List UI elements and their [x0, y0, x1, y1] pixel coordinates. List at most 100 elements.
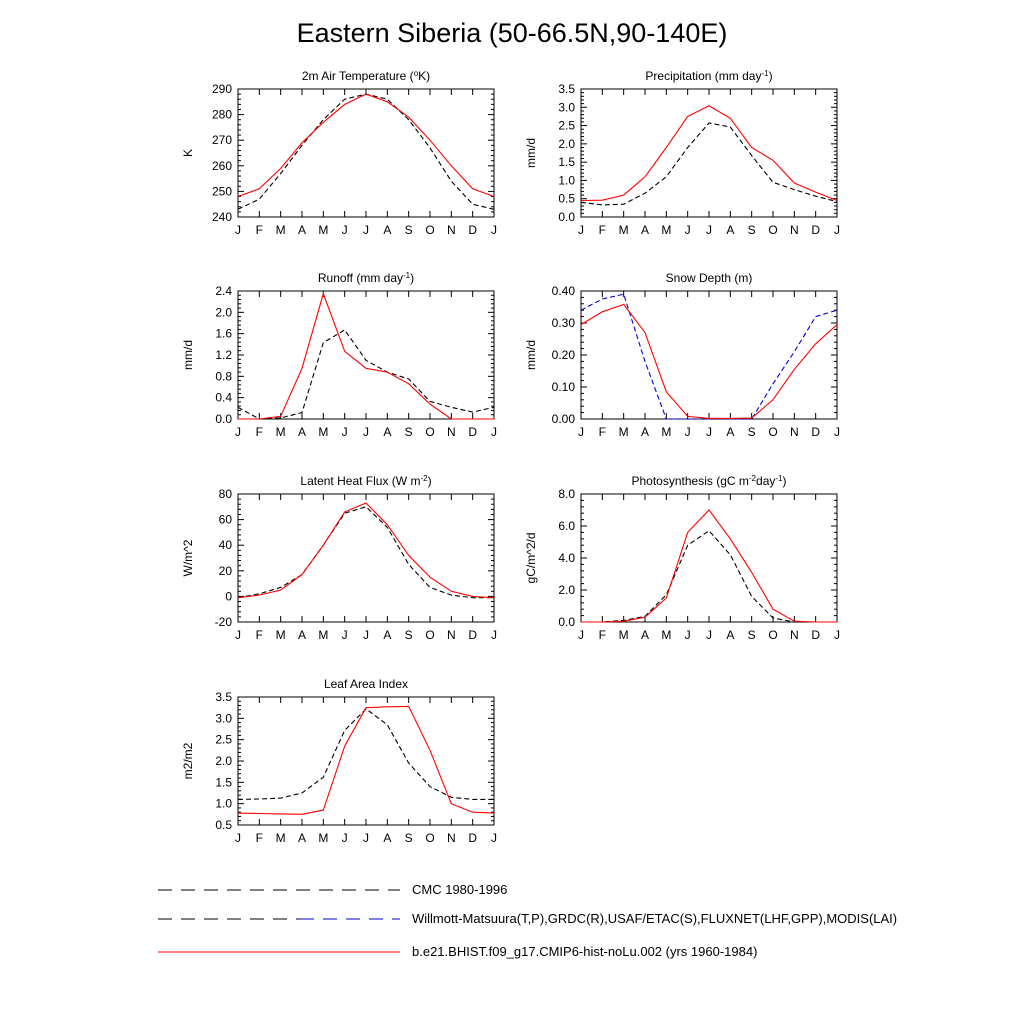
x-tick-label: J: [685, 628, 691, 642]
x-tick-label: M: [276, 628, 286, 642]
y-tick-label: 270: [212, 133, 232, 147]
x-tick-label: J: [491, 831, 497, 845]
series-line-0: [237, 502, 495, 599]
y-tick-label: 2.0: [558, 583, 575, 597]
y-tick-label: 2.5: [215, 733, 232, 747]
y-tick-label: 3.0: [558, 100, 575, 114]
y-tick-label: 0: [225, 589, 232, 603]
x-tick-label: N: [790, 425, 799, 439]
legend-row-cmc: CMC 1980-1996: [0, 880, 1024, 900]
x-tick-label: J: [685, 425, 691, 439]
x-tick-label: O: [425, 223, 434, 237]
x-tick-label: J: [834, 628, 840, 642]
y-tick-label: 0.4: [215, 391, 232, 405]
y-tick-label: 2.0: [558, 137, 575, 151]
x-tick-label: A: [298, 425, 306, 439]
x-tick-label: A: [726, 628, 734, 642]
x-tick-label: M: [318, 425, 328, 439]
legend-line-obs: [158, 918, 400, 920]
plot-frame: [580, 493, 838, 623]
plot-frame: [237, 493, 495, 623]
y-tick-label: 3.5: [215, 690, 232, 704]
chart-title: Latent Heat Flux (W m-2): [300, 474, 431, 489]
y-tick-label: 0.0: [215, 412, 232, 426]
legend-label-model: b.e21.BHIST.f09_g17.CMIP6-hist-noLu.002 …: [412, 944, 758, 959]
x-tick-label: J: [342, 425, 348, 439]
chart-title-part: day: [756, 474, 775, 488]
x-tick-label: D: [468, 425, 477, 439]
x-tick-label: M: [619, 425, 629, 439]
x-tick-label: O: [425, 831, 434, 845]
y-tick-label: 0.0: [558, 210, 575, 224]
x-tick-label: N: [790, 223, 799, 237]
chart-title-part: Precipitation (mm day: [645, 69, 761, 83]
legend-row-model: b.e21.BHIST.f09_g17.CMIP6-hist-noLu.002 …: [0, 942, 1024, 962]
chart-title-part: ): [783, 474, 787, 488]
chart-panel-1: J F M A M J J A S O N D J0.00.51.01.52.02.53.03.5Pre…: [524, 69, 840, 238]
x-tick-label: N: [447, 223, 456, 237]
x-tick-label: J: [235, 628, 241, 642]
y-tick-label: 1.0: [558, 173, 575, 187]
series-line-1: [581, 530, 837, 623]
y-tick-label: 290: [212, 82, 232, 96]
chart-title-part: 2m Air Temperature (: [302, 69, 414, 83]
y-tick-label: -20: [215, 615, 233, 629]
y-tick-label: 1.0: [215, 797, 232, 811]
y-tick-label: 280: [212, 108, 232, 122]
y-tick-label: 1.5: [215, 775, 232, 789]
x-tick-label: N: [447, 425, 456, 439]
x-tick-label: A: [641, 628, 649, 642]
series-line-1: [580, 293, 838, 420]
series-line-1: [237, 708, 494, 800]
x-tick-label: D: [811, 223, 820, 237]
x-tick-label: A: [383, 831, 391, 845]
series-line-0: [237, 93, 495, 198]
x-tick-label: A: [726, 425, 734, 439]
y-tick-label: 0.40: [552, 284, 576, 298]
x-tick-label: J: [235, 831, 241, 845]
y-axis-label: K: [181, 149, 195, 157]
x-tick-label: S: [748, 628, 756, 642]
series-line-1: [237, 506, 494, 599]
x-tick-label: J: [363, 831, 369, 845]
x-tick-label: M: [276, 223, 286, 237]
legend-label-cmc: CMC 1980-1996: [412, 882, 508, 897]
x-tick-label: S: [405, 628, 413, 642]
x-tick-label: A: [298, 223, 306, 237]
chart-title-sup: -1: [775, 474, 783, 483]
series-line-0: [237, 705, 495, 815]
y-axis-label: m2/m2: [181, 742, 195, 779]
y-tick-label: 0.10: [552, 380, 576, 394]
x-tick-label: M: [276, 831, 286, 845]
y-tick-label: 6.0: [558, 519, 575, 533]
chart-title-sup: o: [414, 69, 419, 78]
x-tick-label: O: [768, 628, 777, 642]
y-tick-label: 20: [219, 564, 233, 578]
x-tick-label: S: [405, 425, 413, 439]
x-tick-label: S: [748, 425, 756, 439]
y-tick-label: 1.5: [558, 155, 575, 169]
y-tick-label: 0.8: [215, 369, 232, 383]
legend-label-obs: Willmott-Matsuura(T,P),GRDC(R),USAF/ETAC…: [412, 911, 898, 926]
x-tick-label: D: [468, 628, 477, 642]
x-tick-label: D: [468, 223, 477, 237]
chart-title-part: Latent Heat Flux (W m: [300, 474, 420, 488]
y-tick-label: 40: [219, 538, 233, 552]
y-axis-label: W/m^2: [181, 539, 195, 576]
x-tick-label: F: [256, 425, 263, 439]
chart-title: Runoff (mm day-1): [318, 271, 414, 286]
y-tick-label: 0.5: [215, 818, 232, 832]
y-tick-label: 2.5: [558, 119, 575, 133]
y-tick-label: 2.4: [215, 284, 232, 298]
y-tick-label: 0.20: [552, 348, 576, 362]
x-tick-label: M: [661, 425, 671, 439]
chart-title: Photosynthesis (gC m-2day-1): [632, 474, 787, 489]
y-tick-label: 2.0: [215, 754, 232, 768]
x-tick-label: N: [790, 628, 799, 642]
legend-line-model: [158, 951, 400, 953]
y-tick-label: 1.2: [215, 348, 232, 362]
y-axis-label: gC/m^2/d: [524, 533, 538, 584]
